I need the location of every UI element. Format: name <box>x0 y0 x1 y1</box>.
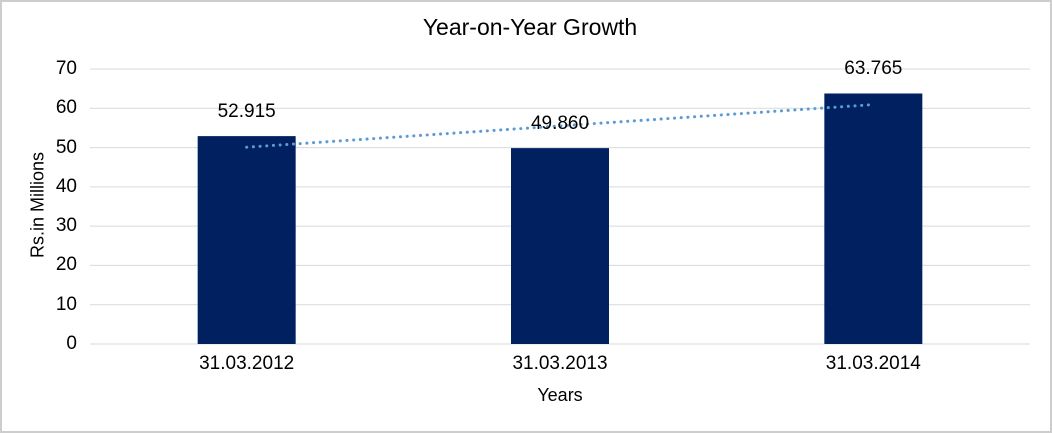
x-tick-label: 31.03.2013 <box>512 353 608 374</box>
y-tick-label: 30 <box>55 215 77 237</box>
bar-data-label: 52.915 <box>217 101 276 123</box>
chart-title: Year-on-Year Growth <box>422 14 638 40</box>
y-tick-label: 50 <box>55 136 77 158</box>
bar <box>824 93 923 344</box>
bar-data-label: 63.765 <box>844 58 903 80</box>
x-tick-label: 31.03.2012 <box>199 353 295 374</box>
bar <box>197 136 296 344</box>
x-axis-title: Years <box>537 385 583 405</box>
bar <box>511 148 609 344</box>
y-tick-label: 60 <box>55 97 77 119</box>
bar-data-label: 49.860 <box>530 113 590 135</box>
y-tick-label: 70 <box>55 58 77 79</box>
y-tick-label: 10 <box>55 293 77 315</box>
x-tick-label: 31.03.2014 <box>825 353 921 374</box>
y-tick-label: 40 <box>55 175 77 197</box>
y-tick-label: 0 <box>66 333 77 354</box>
y-tick-label: 20 <box>55 254 77 276</box>
trendline <box>245 103 875 149</box>
